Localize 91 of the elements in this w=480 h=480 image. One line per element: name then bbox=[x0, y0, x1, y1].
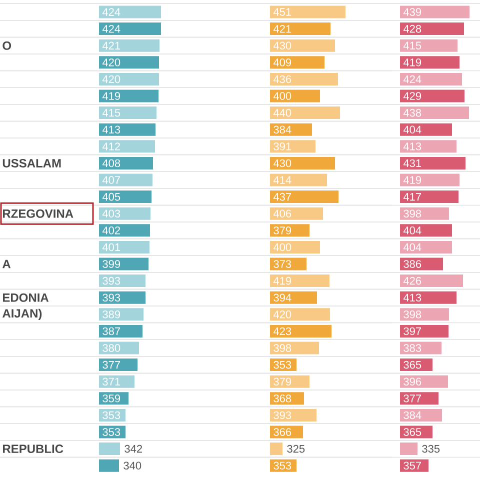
data-label: 325 bbox=[287, 444, 305, 453]
data-label: 377 bbox=[404, 394, 421, 402]
data-label: 342 bbox=[124, 444, 142, 453]
data-label: 353 bbox=[102, 428, 120, 436]
data-label: 368 bbox=[274, 394, 292, 402]
data-label: 412 bbox=[102, 142, 120, 150]
data-label: 387 bbox=[102, 327, 120, 336]
data-label: 353 bbox=[274, 360, 292, 369]
data-label: 404 bbox=[403, 126, 422, 134]
y-tick-label: AIJAN) bbox=[2, 308, 42, 320]
data-label: 384 bbox=[274, 126, 292, 134]
data-label: 402 bbox=[102, 226, 120, 234]
data-label: 413 bbox=[403, 142, 422, 150]
data-label: 436 bbox=[273, 75, 292, 84]
data-label: 419 bbox=[403, 176, 422, 184]
data-label: 421 bbox=[102, 42, 120, 50]
y-tick-label: RZEGOVINA bbox=[3, 209, 74, 218]
data-label: 353 bbox=[102, 411, 120, 420]
data-label: 400 bbox=[273, 243, 292, 252]
data-label: 383 bbox=[404, 344, 422, 352]
data-label: 386 bbox=[404, 260, 422, 268]
data-label: 414 bbox=[273, 176, 292, 184]
data-label: 424 bbox=[102, 24, 120, 33]
data-label: 415 bbox=[403, 42, 422, 50]
data-label: 430 bbox=[273, 42, 292, 50]
data-label: 384 bbox=[404, 411, 422, 420]
data-label: 359 bbox=[102, 394, 120, 402]
data-label: 394 bbox=[274, 294, 292, 302]
data-label: 379 bbox=[274, 226, 292, 234]
y-tick-label: O bbox=[2, 41, 12, 50]
data-label: 419 bbox=[102, 92, 120, 100]
data-label: 438 bbox=[403, 108, 422, 117]
data-label: 409 bbox=[273, 58, 292, 66]
data-label: 420 bbox=[273, 310, 292, 318]
data-label: 373 bbox=[274, 260, 292, 268]
data-label: 429 bbox=[403, 92, 422, 100]
data-label: 428 bbox=[403, 24, 422, 33]
data-label: 340 bbox=[124, 462, 142, 470]
data-label: 413 bbox=[403, 294, 422, 302]
data-label: 440 bbox=[273, 108, 292, 117]
data-label: 419 bbox=[273, 276, 292, 285]
data-label: 365 bbox=[404, 360, 422, 369]
data-label: 401 bbox=[102, 243, 120, 252]
data-label: 399 bbox=[102, 260, 120, 268]
data-label: 431 bbox=[403, 159, 422, 168]
data-label: 430 bbox=[273, 159, 292, 168]
data-label: 365 bbox=[404, 428, 422, 436]
data-label: 398 bbox=[274, 344, 292, 352]
y-tick-label: A bbox=[2, 260, 11, 268]
data-label: 396 bbox=[404, 378, 422, 386]
data-label: 380 bbox=[102, 344, 120, 352]
data-label: 421 bbox=[273, 24, 292, 33]
data-label: 419 bbox=[403, 58, 422, 66]
data-label: 424 bbox=[102, 8, 120, 16]
data-label: 371 bbox=[102, 378, 120, 386]
y-tick-label: EDONIA bbox=[3, 293, 49, 302]
data-label: 366 bbox=[274, 428, 292, 436]
data-label: 424 bbox=[403, 75, 422, 84]
data-label: 335 bbox=[422, 444, 440, 453]
data-label: 420 bbox=[102, 58, 120, 66]
data-label: 439 bbox=[403, 8, 422, 16]
data-label: 437 bbox=[273, 192, 291, 201]
data-label: 451 bbox=[273, 8, 292, 16]
data-label: 400 bbox=[273, 92, 292, 100]
data-label: 377 bbox=[102, 360, 120, 369]
data-label: 423 bbox=[273, 327, 292, 336]
data-label: 405 bbox=[102, 192, 120, 201]
data-label: 404 bbox=[403, 243, 422, 252]
y-tick-label: USSALAM bbox=[2, 158, 61, 168]
data-label: 398 bbox=[404, 210, 422, 218]
data-label: 413 bbox=[102, 126, 120, 134]
data-label: 408 bbox=[102, 159, 120, 168]
data-label: 379 bbox=[274, 378, 292, 386]
data-label: 417 bbox=[403, 193, 421, 201]
data-label: 415 bbox=[102, 108, 120, 117]
data-label: 391 bbox=[274, 142, 292, 150]
data-label: 426 bbox=[403, 276, 422, 285]
data-label: 357 bbox=[404, 462, 421, 470]
data-label: 420 bbox=[102, 75, 120, 84]
data-label: 397 bbox=[404, 327, 421, 336]
data-label: 353 bbox=[274, 462, 292, 470]
data-label: 407 bbox=[102, 176, 120, 184]
data-label: 393 bbox=[102, 276, 120, 285]
data-label: 403 bbox=[102, 210, 120, 218]
data-label: 406 bbox=[273, 210, 292, 218]
data-label: 393 bbox=[102, 294, 120, 302]
data-label: 389 bbox=[102, 310, 120, 318]
y-tick-label: REPUBLIC bbox=[3, 444, 64, 454]
data-label: 404 bbox=[403, 226, 422, 234]
data-label: 398 bbox=[404, 310, 422, 318]
data-label: 393 bbox=[274, 411, 292, 420]
